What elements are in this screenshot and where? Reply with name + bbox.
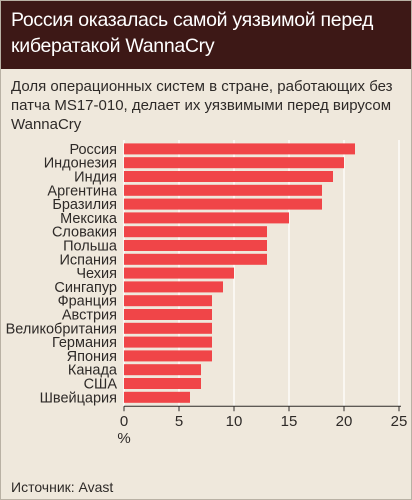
bar-16 (124, 364, 201, 376)
x-tick-label-4: 20 (336, 413, 353, 430)
category-label-18: Швейцария (40, 390, 117, 406)
chart-subtitle: Доля операционных систем в стране, работ… (11, 78, 393, 133)
category-label-7: Польша (63, 239, 118, 255)
x-tick-label-3: 15 (281, 413, 298, 430)
title-bar: Россия оказалась самой уязвимой перед ки… (1, 1, 411, 69)
bar-6 (124, 226, 267, 238)
bar-11 (124, 295, 212, 307)
bar-12 (124, 309, 212, 320)
bar-10 (124, 281, 223, 293)
bar-18 (124, 391, 190, 403)
bar-8 (124, 253, 267, 265)
bar-17 (124, 378, 201, 389)
category-label-8: Испания (59, 252, 117, 268)
bar-13 (124, 322, 212, 334)
category-label-2: Индия (74, 170, 117, 186)
category-label-1: Индонезия (44, 156, 117, 172)
category-label-13: Великобритания (6, 321, 117, 337)
x-tick-label-2: 10 (226, 413, 243, 430)
bar-14 (124, 336, 212, 348)
category-label-12: Австрия (62, 308, 117, 324)
bar-15 (124, 350, 212, 362)
x-tick-label-1: 5 (175, 413, 183, 430)
x-unit-label: % (117, 430, 130, 447)
category-label-5: Мексика (60, 211, 118, 227)
bar-1 (124, 157, 344, 169)
x-tick-label-0: 0 (120, 413, 128, 430)
category-label-9: Чехия (76, 266, 117, 282)
category-label-15: Япония (67, 349, 117, 365)
category-label-14: Германия (52, 335, 117, 351)
category-label-17: США (84, 377, 118, 393)
bar-4 (124, 198, 322, 210)
bar-3 (124, 184, 322, 196)
category-label-10: Сингапур (54, 280, 117, 296)
bar-0 (124, 143, 355, 155)
chart-title: Россия оказалась самой уязвимой перед ки… (11, 9, 374, 57)
x-tick-label-5: 25 (391, 413, 408, 430)
bar-7 (124, 240, 267, 251)
category-label-6: Словакия (52, 225, 117, 241)
category-label-16: Канада (68, 363, 118, 379)
category-label-0: Россия (69, 142, 117, 158)
source-note: Источник: Avast (11, 479, 114, 495)
bar-9 (124, 267, 234, 279)
bar-5 (124, 212, 289, 224)
category-label-4: Бразилия (52, 197, 117, 213)
category-label-3: Аргентина (47, 183, 118, 199)
category-label-11: Франция (58, 294, 117, 310)
bar-2 (124, 171, 333, 182)
